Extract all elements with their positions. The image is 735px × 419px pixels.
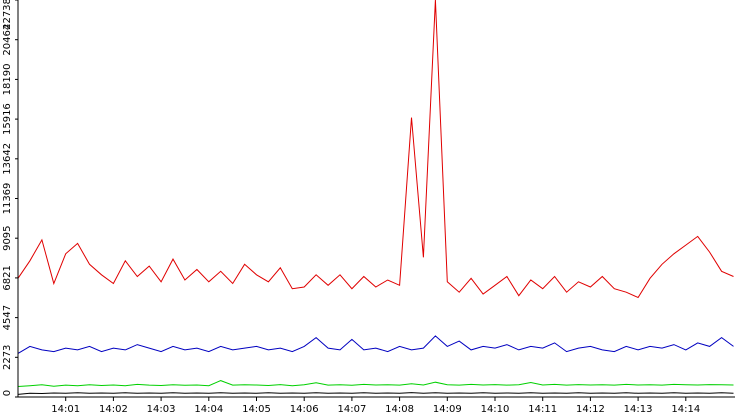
y-tick-label: 15916 (2, 103, 13, 135)
x-tick-label: 14:12 (576, 404, 605, 415)
series-line (17, 392, 734, 395)
y-tick-label: 22738 (2, 0, 13, 30)
y-tick-label: 13642 (2, 143, 13, 175)
x-tick-label: 14:06 (290, 404, 319, 415)
x-tick-label: 14:05 (242, 404, 271, 415)
series-line (17, 0, 734, 299)
y-tick-label: 18190 (2, 64, 13, 96)
x-tick-label: 14:03 (147, 404, 176, 415)
x-tick-label: 14:04 (194, 404, 223, 415)
y-tick-label: 6821 (2, 265, 13, 290)
y-tick-label: 4547 (2, 305, 13, 330)
x-tick-label: 14:08 (385, 404, 414, 415)
x-tick-label: 14:02 (99, 404, 128, 415)
y-tick-label: 20464 (2, 24, 13, 56)
series-line (17, 335, 734, 354)
x-tick-label: 14:13 (624, 404, 653, 415)
y-tick-label: 2273 (2, 345, 13, 370)
x-tick-label: 14:11 (528, 404, 557, 415)
x-tick-label: 14:14 (671, 404, 700, 415)
y-tick-label: 0 (2, 390, 13, 396)
y-tick-label: 9095 (2, 225, 13, 250)
series-line (17, 380, 734, 387)
x-tick-label: 14:01 (51, 404, 80, 415)
x-tick-label: 14:09 (433, 404, 462, 415)
y-tick-label: 11369 (2, 183, 13, 215)
x-tick-label: 14:07 (337, 404, 366, 415)
x-tick-label: 14:10 (481, 404, 510, 415)
